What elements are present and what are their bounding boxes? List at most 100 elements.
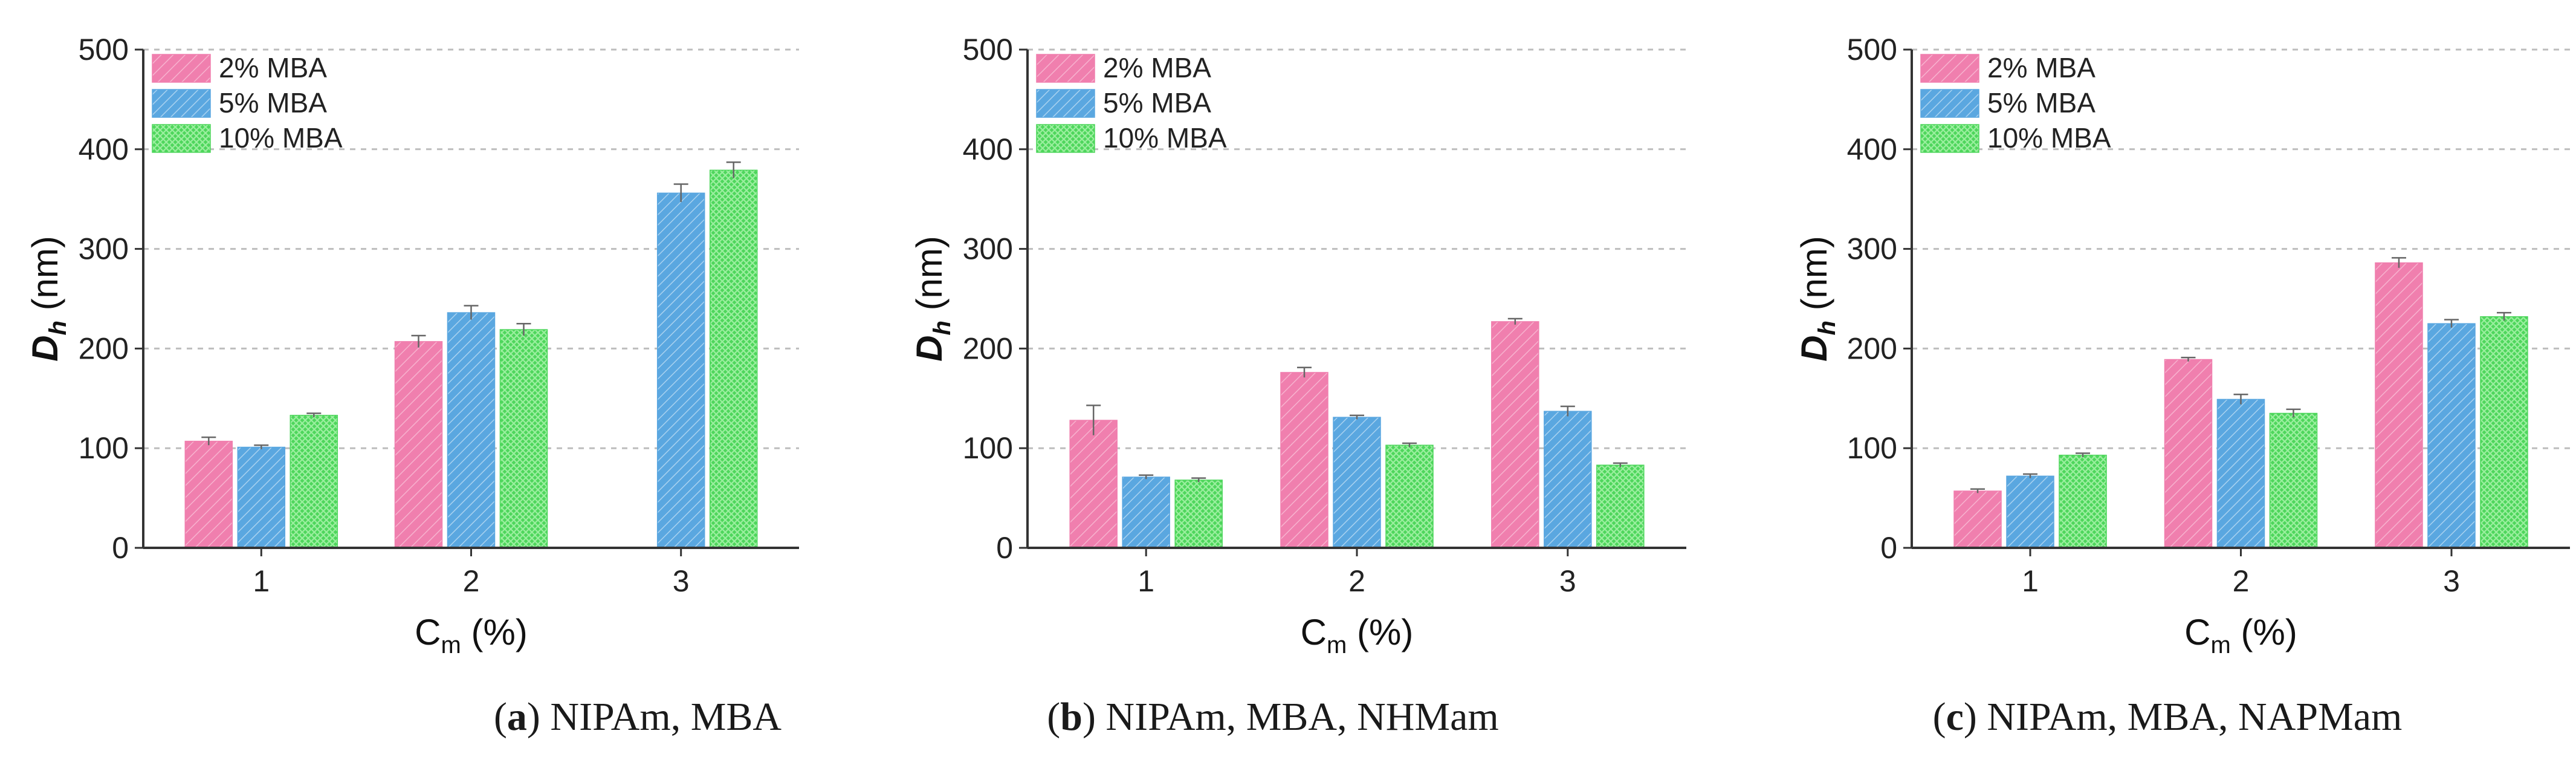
bar-b-2pct-cm3 — [1491, 321, 1539, 548]
errorbar-a-5pct-cm1 — [254, 444, 269, 449]
bar-c-10pct-cm2 — [2269, 412, 2318, 548]
xtick-label-a-1: 1 — [253, 564, 270, 598]
bar-a-10pct-cm3 — [709, 169, 758, 548]
bar-a-5pct-cm1 — [237, 446, 286, 548]
chart-panel-c: 1 2 3 0 100 200 300 400 500 Dh (nm) Cm (%) 2% MBA 5%… — [1794, 33, 2570, 659]
ytick-label-a-400: 400 — [79, 132, 129, 166]
errorbar-a-2pct-cm1 — [201, 436, 216, 446]
legend-swatch-a-2pct — [152, 54, 211, 83]
bar-a-5pct-cm3 — [656, 192, 705, 548]
legend-label-c-5pct: 5% MBA — [1987, 87, 2095, 119]
ytick-label-b-100: 100 — [963, 431, 1013, 465]
bar-b-10pct-cm1 — [1174, 480, 1223, 548]
ytick-label-a-100: 100 — [79, 431, 129, 465]
caption-c: (c) NIPAm, MBA, NAPMam — [1932, 695, 2403, 739]
ytick-label-b-500: 500 — [963, 33, 1013, 67]
errorbar-c-2pct-cm3 — [2391, 257, 2406, 268]
errorbar-b-5pct-cm3 — [1560, 405, 1575, 417]
bar-b-5pct-cm1 — [1122, 476, 1170, 548]
errorbar-a-10pct-cm1 — [306, 412, 322, 418]
errorbar-b-2pct-cm2 — [1297, 366, 1312, 378]
caption-c-letter: c — [1946, 695, 1964, 739]
xtick-label-b-3: 3 — [1559, 564, 1576, 598]
legend-swatch-b-5pct — [1036, 89, 1095, 118]
legend-label-a-10pct: 10% MBA — [219, 122, 343, 154]
bar-c-10pct-cm3 — [2480, 316, 2528, 548]
xtick-label-c-2: 2 — [2233, 564, 2250, 598]
caption-b-text: ) NIPAm, MBA, NHMam — [1082, 695, 1499, 739]
caption-b-letter: b — [1060, 695, 1083, 739]
ytick-label-c-300: 300 — [1847, 232, 1897, 266]
bar-c-2pct-cm1 — [1953, 490, 2002, 548]
xtick-label-b-1: 1 — [1138, 564, 1154, 598]
ytick-label-c-100: 100 — [1847, 431, 1897, 465]
xtick-label-c-1: 1 — [2022, 564, 2039, 598]
legend-label-c-10pct: 10% MBA — [1987, 122, 2111, 154]
errorbar-b-10pct-cm2 — [1402, 442, 1417, 447]
caption-a-letter: a — [506, 695, 527, 739]
errorbar-c-10pct-cm2 — [2286, 408, 2301, 418]
bar-a-10pct-cm1 — [290, 415, 338, 548]
legend-swatch-a-10pct — [152, 124, 211, 153]
legend-swatch-c-5pct — [1920, 89, 1979, 118]
ytick-label-c-400: 400 — [1847, 132, 1897, 166]
chart-panel-a: 1 2 3 0 100 200 300 400 500 Dh (nm) Cm (%) 2% MBA 5%… — [25, 33, 799, 659]
y-axis-label-a: Dh (nm) — [25, 236, 71, 362]
legend-label-b-5pct: 5% MBA — [1103, 87, 1211, 119]
legend-label-c-2pct: 2% MBA — [1987, 52, 2095, 83]
bar-b-10pct-cm3 — [1596, 464, 1645, 548]
bar-b-5pct-cm3 — [1544, 411, 1592, 548]
legend-label-b-10pct: 10% MBA — [1103, 122, 1227, 154]
caption-a-text: ) NIPAm, MBA — [526, 695, 782, 739]
y-axis-label-c: Dh (nm) — [1794, 236, 1840, 362]
errorbar-b-2pct-cm3 — [1507, 317, 1523, 325]
errorbar-c-2pct-cm2 — [2181, 356, 2196, 362]
x-axis-label-a: Cm (%) — [415, 612, 528, 659]
bar-c-5pct-cm3 — [2427, 323, 2476, 548]
errorbar-b-10pct-cm1 — [1191, 477, 1206, 483]
legend-label-b-2pct: 2% MBA — [1103, 52, 1211, 83]
bar-c-10pct-cm1 — [2059, 454, 2107, 548]
bar-a-2pct-cm2 — [394, 341, 443, 548]
legend-swatch-b-10pct — [1036, 124, 1095, 153]
ytick-label-a-300: 300 — [79, 232, 129, 266]
ytick-label-b-300: 300 — [963, 232, 1013, 266]
errorbar-b-5pct-cm1 — [1139, 474, 1154, 480]
errorbar-a-10pct-cm2 — [516, 322, 531, 336]
xtick-label-a-3: 3 — [673, 564, 690, 598]
errorbar-c-10pct-cm3 — [2496, 311, 2511, 321]
errorbar-c-5pct-cm3 — [2444, 319, 2459, 328]
ytick-label-b-0: 0 — [996, 531, 1013, 565]
bar-c-5pct-cm2 — [2216, 398, 2265, 548]
bar-b-10pct-cm2 — [1385, 444, 1434, 548]
caption-c-text: ) NIPAm, MBA, NAPMam — [1963, 695, 2403, 739]
bar-c-5pct-cm1 — [2006, 475, 2054, 548]
ytick-label-a-500: 500 — [79, 33, 129, 67]
errorbar-a-5pct-cm2 — [464, 305, 479, 320]
caption-a: (a) NIPAm, MBA — [493, 695, 782, 739]
errorbar-a-2pct-cm2 — [411, 334, 426, 348]
x-axis-label-b: Cm (%) — [1301, 612, 1414, 659]
bar-c-2pct-cm2 — [2164, 359, 2213, 548]
legend-label-a-2pct: 2% MBA — [219, 52, 327, 83]
y-axis-label-b: Dh (nm) — [909, 236, 956, 362]
legend-swatch-c-10pct — [1920, 124, 1979, 153]
x-axis-label-c: Cm (%) — [2184, 612, 2297, 659]
legend-swatch-c-2pct — [1920, 54, 1979, 83]
legend-swatch-a-5pct — [152, 89, 211, 118]
errorbar-c-2pct-cm1 — [1970, 488, 1985, 493]
ytick-label-c-500: 500 — [1847, 33, 1897, 67]
errorbar-c-5pct-cm1 — [2023, 473, 2038, 478]
errorbar-b-2pct-cm1 — [1086, 405, 1101, 435]
errorbar-c-10pct-cm1 — [2076, 452, 2091, 458]
bar-c-2pct-cm3 — [2375, 262, 2423, 548]
bar-a-2pct-cm1 — [184, 440, 233, 548]
errorbar-b-10pct-cm3 — [1613, 462, 1628, 467]
errorbar-a-5pct-cm3 — [673, 183, 688, 203]
legend-swatch-b-2pct — [1036, 54, 1095, 83]
bar-b-2pct-cm2 — [1280, 372, 1328, 548]
bar-b-2pct-cm1 — [1069, 420, 1118, 548]
